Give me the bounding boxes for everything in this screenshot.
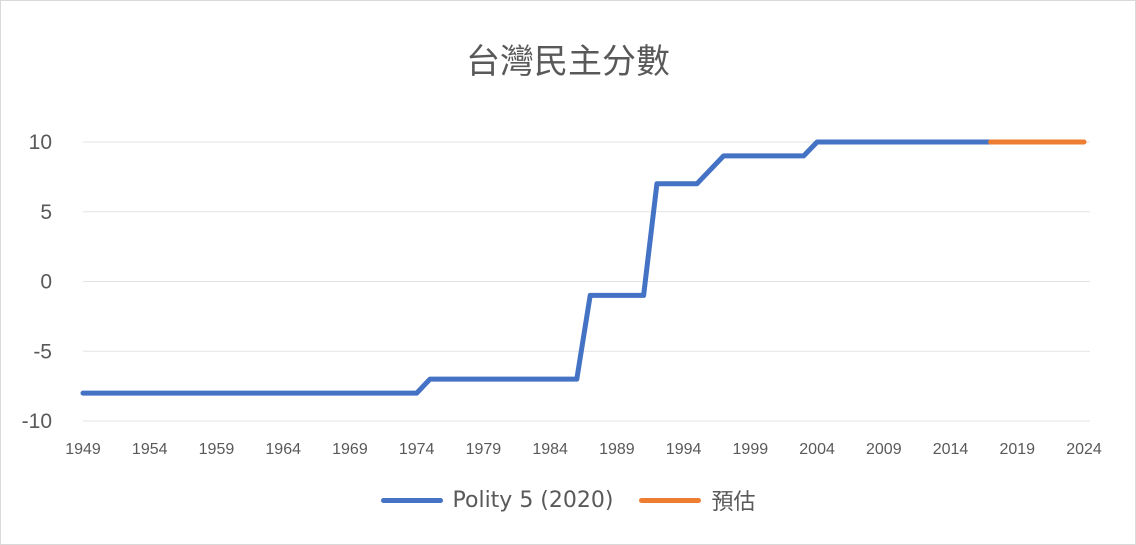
x-tick-label: 2019 <box>999 441 1035 458</box>
x-tick-label: 1984 <box>532 441 568 458</box>
y-tick-label: -5 <box>33 340 52 363</box>
x-tick-label: 1994 <box>666 441 702 458</box>
y-tick-label: 5 <box>40 201 52 224</box>
legend-swatch-polity <box>380 497 443 503</box>
x-tick-label: 2014 <box>933 441 969 458</box>
legend-item-polity: Polity 5 (2020) <box>380 487 614 513</box>
x-tick-label: 1959 <box>199 441 235 458</box>
x-tick-label: 2004 <box>799 441 835 458</box>
x-tick-label: 1954 <box>132 441 168 458</box>
y-tick-label: -10 <box>22 410 52 433</box>
legend-label-polity: Polity 5 (2020) <box>452 487 614 513</box>
x-tick-label: 1999 <box>733 441 769 458</box>
series-line-polity <box>80 139 994 396</box>
x-tick-label: 1964 <box>265 441 301 458</box>
legend: Polity 5 (2020) 預估 <box>0 484 1136 516</box>
x-tick-label: 1974 <box>399 441 435 458</box>
x-tick-label: 1989 <box>599 441 635 458</box>
chart-title: 台灣民主分數 <box>466 42 670 82</box>
y-tick-label: 0 <box>40 271 52 294</box>
x-tick-label: 2024 <box>1066 441 1102 458</box>
x-tick-label: 1979 <box>466 441 502 458</box>
x-tick-label: 2009 <box>866 441 902 458</box>
x-tick-label: 1949 <box>65 441 101 458</box>
y-tick-label: 10 <box>29 131 52 154</box>
legend-label-forecast: 預估 <box>711 490 756 515</box>
x-tick-label: 1969 <box>332 441 368 458</box>
legend-swatch-forecast <box>639 497 702 503</box>
legend-item-forecast: 預估 <box>639 484 755 516</box>
